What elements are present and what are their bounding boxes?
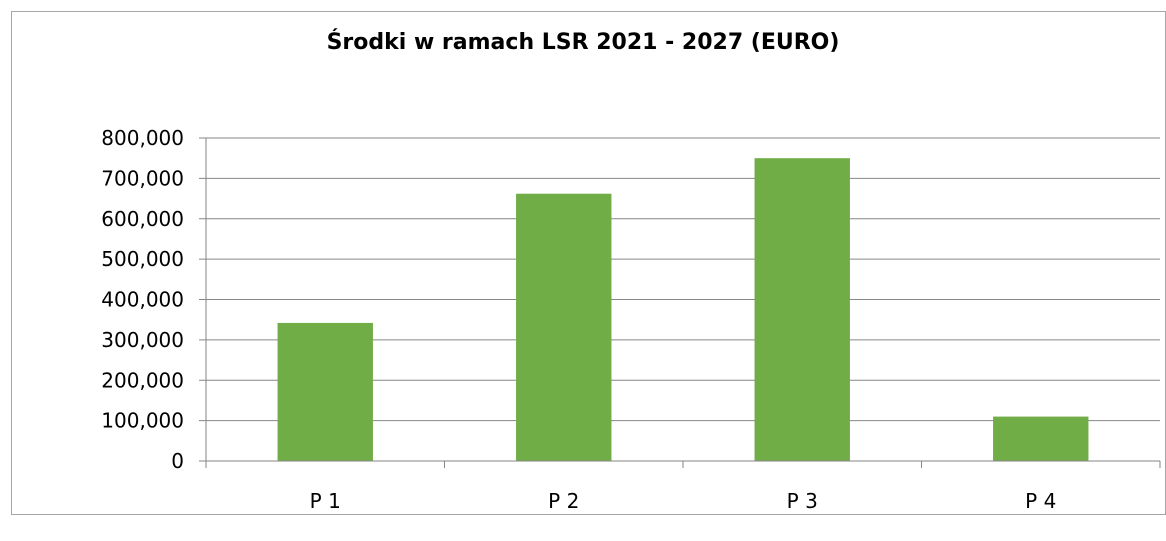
- y-tick-label: 700,000: [101, 166, 184, 190]
- y-tick-label: 500,000: [101, 247, 184, 271]
- x-tick-label: P 4: [1025, 489, 1056, 513]
- x-tick-labels: P 1 P 2 P 3 P 4: [310, 489, 1057, 513]
- bar-p3: [754, 158, 850, 461]
- axes: [199, 137, 1161, 468]
- bar-p4: [993, 416, 1089, 461]
- y-tick-label: 0: [171, 449, 184, 473]
- x-tick-label: P 1: [310, 489, 341, 513]
- chart-title: Środki w ramach LSR 2021 - 2027 (EURO): [326, 30, 840, 55]
- bars: [277, 158, 1089, 461]
- y-tick-label: 100,000: [101, 409, 184, 433]
- x-tick-label: P 2: [548, 489, 579, 513]
- y-tick-labels: 0 100,000 200,000 300,000 400,000 500,000 600,…: [101, 126, 184, 473]
- y-tick-label: 300,000: [101, 328, 184, 352]
- bar-p1: [277, 322, 373, 461]
- y-tick-label: 200,000: [101, 368, 184, 392]
- y-tick-label: 600,000: [101, 207, 184, 231]
- x-tick-label: P 3: [787, 489, 818, 513]
- bar-p2: [516, 193, 612, 461]
- y-tick-label: 800,000: [101, 126, 184, 150]
- y-tick-label: 400,000: [101, 288, 184, 312]
